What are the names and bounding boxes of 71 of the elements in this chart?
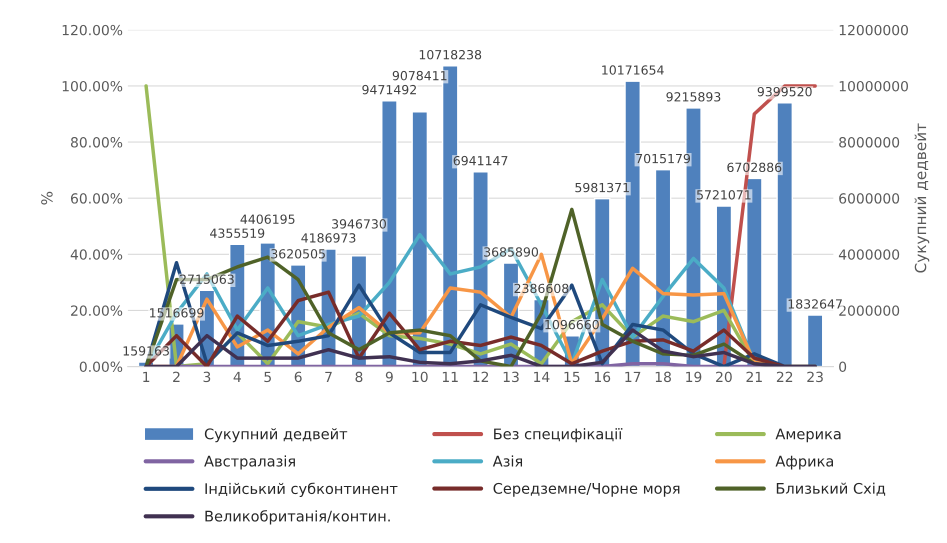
- data-label: 10718238: [420, 50, 482, 60]
- data-label: 4355519: [210, 228, 264, 238]
- legend-label: Америка: [776, 428, 840, 442]
- data-label: 2386608: [514, 284, 568, 294]
- x-tick-label: 21: [746, 372, 762, 382]
- data-label: 9078411: [392, 70, 446, 80]
- y-tick-label: 0.00%: [80, 361, 122, 372]
- bar: [806, 314, 824, 367]
- x-tick-label: 10: [412, 372, 428, 382]
- legend-label: Середземне/Чорне моря: [494, 482, 680, 497]
- data-label: 1516699: [150, 308, 204, 318]
- data-label: 4186973: [301, 233, 356, 243]
- data-label: 5721071: [697, 190, 751, 200]
- y-tick-label: 100.00%: [62, 80, 122, 92]
- x-tick-label: 12: [473, 372, 488, 382]
- x-tick-label: 17: [625, 372, 640, 382]
- data-label: 3946730: [332, 219, 386, 229]
- y2-tick-label: 8000000: [839, 137, 900, 148]
- x-tick-label: 11: [442, 372, 458, 382]
- y-tick-label: 80.00%: [70, 137, 122, 148]
- data-label: 6941147: [454, 156, 508, 166]
- data-label: 9215893: [666, 92, 720, 102]
- legend-label: Без специфікації: [494, 428, 622, 442]
- y-tick-label: 20.00%: [71, 305, 122, 316]
- legend-label: Азія: [492, 455, 522, 467]
- x-tick-label: 8: [355, 372, 362, 382]
- x-tick-label: 9: [386, 372, 393, 382]
- y-axis-title: %: [41, 192, 53, 205]
- x-tick-label: 18: [656, 372, 671, 382]
- data-label: 3685890: [484, 247, 538, 257]
- legend-label: Близький Схід: [776, 482, 886, 496]
- data-label: 5981371: [575, 182, 629, 192]
- data-label: 3620505: [271, 249, 325, 259]
- x-tick-label: 3: [204, 372, 210, 382]
- data-label: 1096660: [545, 320, 599, 330]
- x-tick-label: 22: [776, 372, 792, 382]
- data-label: 2715063: [180, 274, 234, 284]
- y-tick-label: 40.00%: [70, 249, 122, 260]
- x-tick-label: 20: [716, 372, 732, 382]
- x-tick-label: 2: [173, 372, 180, 382]
- x-tick-label: 13: [504, 372, 519, 382]
- y-tick-label: 60.00%: [70, 193, 122, 204]
- x-tick-label: 1: [143, 372, 150, 382]
- legend-label: Австралазія: [204, 455, 295, 470]
- legend-label: Великобританія/контин.: [205, 510, 390, 524]
- y2-tick-label: 6000000: [839, 193, 900, 204]
- x-tick-label: 14: [534, 372, 550, 382]
- x-tick-label: 5: [264, 372, 271, 382]
- x-tick-label: 4: [234, 372, 241, 382]
- y-tick-label: 120.00%: [62, 24, 122, 36]
- x-tick-label: 19: [686, 372, 702, 382]
- data-label: 9471492: [362, 84, 416, 94]
- data-label: 9399520: [758, 86, 812, 96]
- y2-tick-label: 10000000: [840, 80, 908, 92]
- data-label: 10171654: [602, 65, 664, 75]
- y2-tick-label: 0: [839, 361, 846, 372]
- data-label: 6702886: [727, 162, 782, 172]
- legend-label: Африка: [776, 456, 833, 470]
- x-tick-label: 7: [325, 372, 332, 382]
- y2-tick-label: 12000000: [840, 24, 908, 36]
- x-tick-label: 6: [294, 372, 302, 382]
- y2-axis-title: Сукупний дедвейт: [914, 123, 930, 273]
- data-label: 159163: [124, 346, 169, 356]
- x-tick-label: 23: [807, 372, 823, 382]
- x-tick-label: 16: [594, 372, 610, 382]
- legend-label: Індійський субконтинент: [205, 482, 398, 497]
- data-label: 7015179: [636, 154, 690, 164]
- x-tick-label: 15: [564, 372, 580, 382]
- data-label: 4406195: [240, 214, 294, 224]
- y2-tick-label: 4000000: [838, 249, 900, 260]
- legend-label: Сукупний дедвейт: [204, 428, 348, 442]
